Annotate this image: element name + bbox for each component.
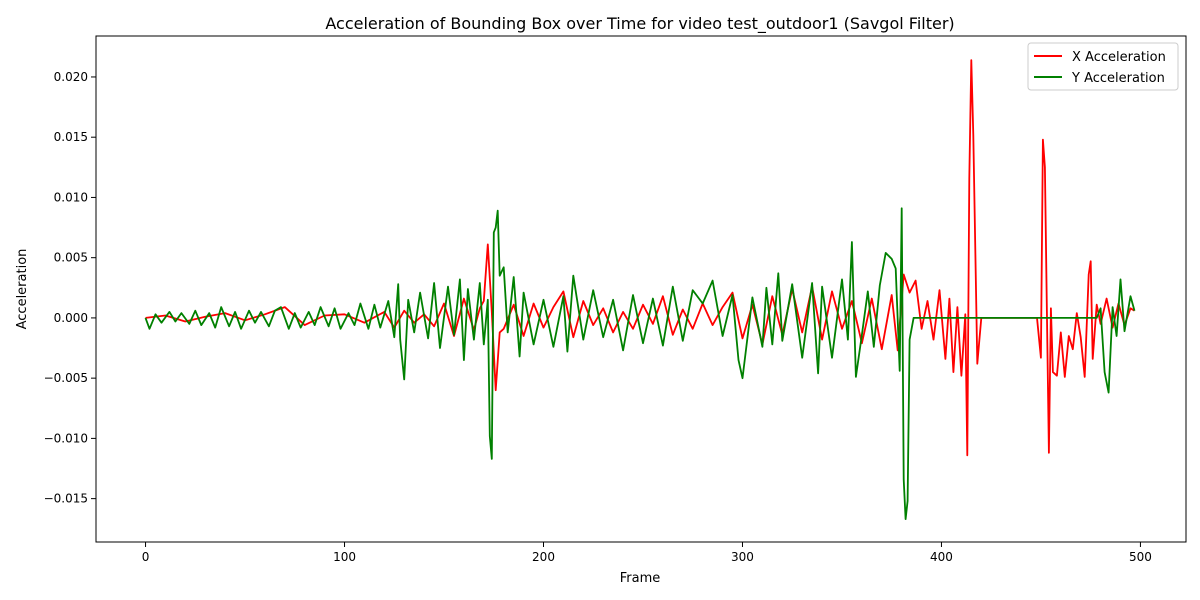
y-tick-label: −0.005 xyxy=(44,371,88,385)
legend-box xyxy=(1027,42,1179,91)
chart-title: Acceleration of Bounding Box over Time f… xyxy=(325,14,954,34)
x-tick-label: 500 xyxy=(1129,550,1152,564)
y-axis-label: Acceleration xyxy=(15,249,30,330)
x-tick-label: 100 xyxy=(333,550,356,564)
axes-frame xyxy=(95,35,1187,543)
y-tick-label: 0.005 xyxy=(54,251,88,265)
legend-label-y-acceleration: Y Acceleration xyxy=(1071,71,1165,86)
y-tick-label: 0.020 xyxy=(54,70,88,84)
y-tick-label: 0.015 xyxy=(54,130,88,144)
legend: X Acceleration Y Acceleration xyxy=(1027,42,1179,91)
x-tick-label: 0 xyxy=(142,550,150,564)
x-axis-label: Frame xyxy=(620,571,661,586)
x-tick-label: 200 xyxy=(532,550,555,564)
x-tick-label: 400 xyxy=(930,550,953,564)
series-line-y-acceleration xyxy=(144,207,1136,520)
y-axis: −0.015 −0.010 −0.005 0.000 0.005 0.010 0.015 0.… xyxy=(44,70,96,506)
x-tick-label: 300 xyxy=(731,550,754,564)
y-tick-label: −0.010 xyxy=(44,431,88,445)
series-line-x-acceleration xyxy=(145,59,1135,457)
y-tick-label: −0.015 xyxy=(44,492,88,506)
y-tick-label: 0.000 xyxy=(54,311,88,325)
legend-label-x-acceleration: X Acceleration xyxy=(1072,50,1166,65)
y-tick-label: 0.010 xyxy=(54,190,88,204)
plot-area xyxy=(144,59,1136,520)
x-axis: 0 100 200 300 400 500 xyxy=(142,542,1152,564)
